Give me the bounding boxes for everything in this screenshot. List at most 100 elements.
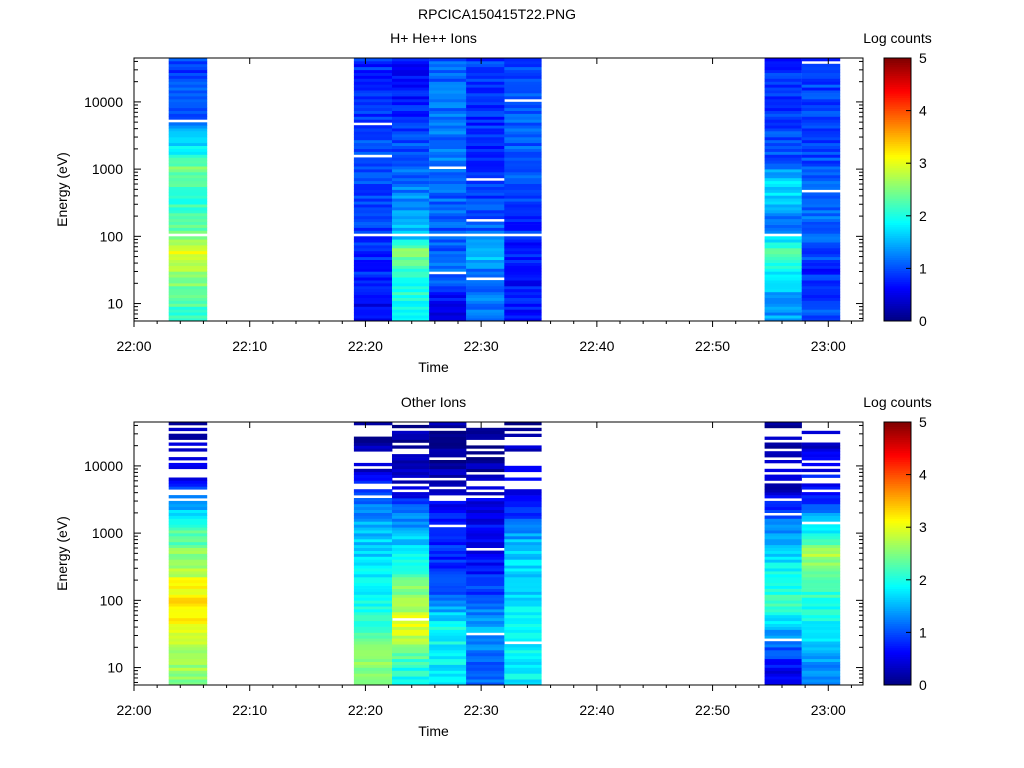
colorbar-swatch <box>884 636 911 640</box>
spectrogram-cell <box>764 98 802 103</box>
spectrogram-cell <box>504 591 542 595</box>
x-tick-label: 23:00 <box>811 338 846 354</box>
spectrogram-cell <box>429 474 467 478</box>
spectrogram-cell <box>168 107 208 111</box>
spectrogram-cell <box>801 236 841 240</box>
spectrogram-cell <box>504 594 542 598</box>
spectrogram-cell <box>466 131 505 135</box>
spectrogram-cell <box>392 195 430 199</box>
spectrogram-cell <box>764 597 802 601</box>
spectrogram-cell <box>353 574 393 578</box>
colorbar-swatch <box>884 597 911 600</box>
colorbar-tick-label: 0 <box>919 313 927 329</box>
spectrogram-cell <box>392 582 430 586</box>
spectrogram-cell <box>504 588 542 592</box>
spectrogram-cell <box>504 533 542 537</box>
spectrogram-cell <box>764 611 802 616</box>
spectrogram-cell <box>353 579 393 584</box>
spectrogram-cell <box>353 110 393 114</box>
spectrogram-cell <box>168 116 208 120</box>
y-tick-label: 10 <box>107 296 123 312</box>
spectrogram-cell <box>801 245 841 249</box>
spectrogram-cell <box>353 614 393 619</box>
spectrogram-cell <box>392 271 430 275</box>
spectrogram-cell <box>801 306 841 310</box>
spectrogram-cell <box>801 145 841 149</box>
spectrogram-cell <box>504 125 542 129</box>
colorbar-swatch <box>884 64 911 68</box>
colorbar-swatch <box>884 533 911 537</box>
spectrogram-cell <box>168 58 208 62</box>
colorbar-swatch <box>884 125 911 129</box>
spectrogram-cell <box>764 75 802 79</box>
spectrogram-cell <box>466 509 505 513</box>
spectrogram-cell <box>801 568 841 572</box>
spectrogram-cell <box>353 623 393 627</box>
spectrogram-cell <box>429 107 467 111</box>
spectrogram-cell <box>392 136 430 141</box>
spectrogram-cell <box>353 670 393 674</box>
spectrogram-cell <box>353 658 393 662</box>
spectrogram-cell <box>504 163 542 167</box>
spectrogram-cell <box>168 96 208 100</box>
spectrogram-cell <box>504 128 542 132</box>
spectrogram-cell <box>429 297 467 301</box>
spectrogram-cell <box>466 582 505 586</box>
spectrogram-cell <box>504 556 542 560</box>
spectrogram-cell <box>168 550 208 554</box>
spectrogram-cell <box>764 585 802 589</box>
spectrogram-cell <box>168 207 208 211</box>
colorbar-swatch <box>884 108 911 112</box>
spectrogram-cell <box>504 122 542 126</box>
spectrogram-cell <box>353 69 393 73</box>
spectrogram-cell <box>801 242 841 246</box>
spectrogram-cell <box>168 87 208 91</box>
spectrogram-cell <box>392 565 430 569</box>
spectrogram-cell <box>353 506 393 510</box>
spectrogram-cell <box>504 647 542 651</box>
spectrogram-cell <box>466 72 505 76</box>
spectrogram-cell <box>801 72 841 76</box>
colorbar-swatch <box>884 509 911 513</box>
spectrogram-cell <box>801 201 841 205</box>
colorbar-swatch <box>884 610 911 614</box>
spectrogram-cell <box>504 303 542 307</box>
colorbar-swatch <box>884 213 911 217</box>
spectrogram-cell <box>466 318 505 322</box>
spectrogram-cell <box>801 277 841 281</box>
spectrogram-cell <box>168 212 208 217</box>
spectrogram-cell <box>801 291 841 296</box>
spectrogram-cell <box>353 78 393 82</box>
spectrogram-cell <box>466 433 505 437</box>
spectrogram-cell <box>764 318 802 322</box>
spectrogram-cell <box>764 265 802 269</box>
spectrogram-cell <box>353 128 393 132</box>
spectrogram-cell <box>392 603 430 607</box>
colorbar-swatch <box>884 433 911 436</box>
spectrogram-cell <box>353 198 393 202</box>
spectrogram-cell <box>466 60 505 65</box>
spectrogram-cell <box>392 110 430 114</box>
spectrogram-cell <box>466 122 505 126</box>
spectrogram-cell <box>466 606 505 610</box>
colorbar-swatch <box>884 606 911 609</box>
spectrogram-cell <box>764 483 802 487</box>
spectrogram-cell <box>504 236 542 240</box>
spectrogram-cell <box>764 277 802 281</box>
spectrogram-cell <box>429 538 467 543</box>
spectrogram-cell <box>392 638 430 642</box>
colorbar-swatch <box>884 139 911 142</box>
spectrogram-cell <box>392 221 430 225</box>
time-bin-4 <box>429 422 467 686</box>
spectrogram-cell <box>466 594 505 598</box>
spectrogram-cell <box>392 139 430 144</box>
colorbar-swatch <box>884 671 911 675</box>
spectrogram-cell <box>504 262 542 266</box>
spectrogram-cell <box>504 285 542 290</box>
spectrogram-cell <box>429 151 467 155</box>
spectrogram-cell <box>353 318 393 322</box>
spectrogram-cell <box>504 600 542 604</box>
spectrogram-cell <box>801 69 841 73</box>
spectrogram-cell <box>392 655 430 660</box>
